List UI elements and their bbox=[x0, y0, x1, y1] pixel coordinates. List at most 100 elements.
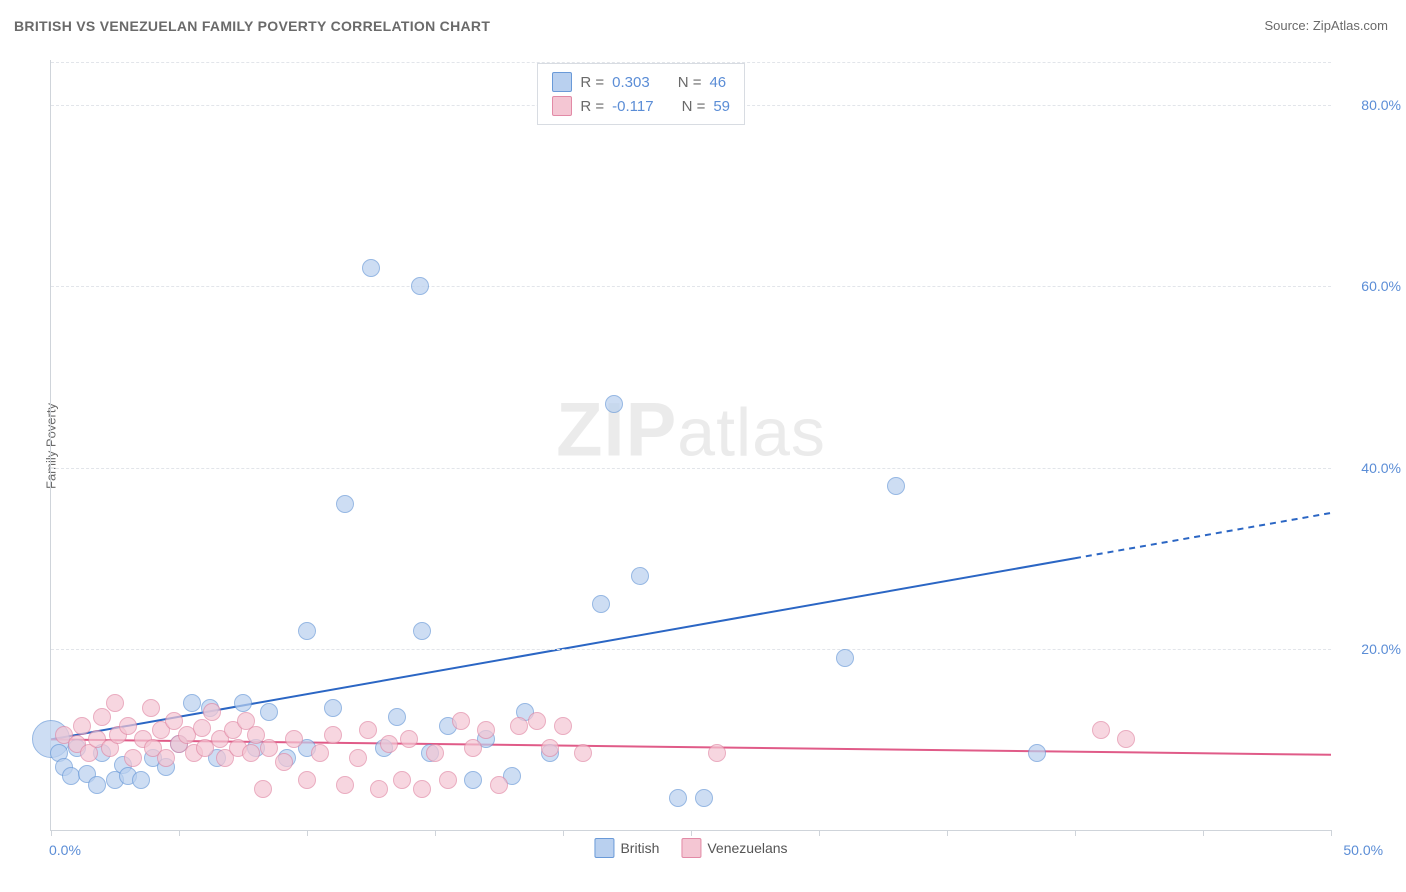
scatter-point bbox=[708, 744, 726, 762]
legend-label: Venezuelans bbox=[707, 840, 787, 856]
scatter-point bbox=[380, 735, 398, 753]
watermark: ZIPatlas bbox=[556, 386, 826, 473]
scatter-point bbox=[388, 708, 406, 726]
y-tick-label: 40.0% bbox=[1361, 460, 1401, 476]
n-value: 59 bbox=[713, 98, 730, 115]
scatter-point bbox=[124, 749, 142, 767]
scatter-point bbox=[106, 694, 124, 712]
x-tick bbox=[51, 830, 52, 836]
scatter-point bbox=[311, 744, 329, 762]
scatter-point bbox=[528, 712, 546, 730]
scatter-point bbox=[477, 721, 495, 739]
gridline bbox=[51, 649, 1331, 650]
scatter-point bbox=[260, 739, 278, 757]
r-value: 0.303 bbox=[612, 74, 650, 91]
y-tick-label: 60.0% bbox=[1361, 278, 1401, 294]
chart-container: BRITISH VS VENEZUELAN FAMILY POVERTY COR… bbox=[0, 0, 1406, 892]
series-legend: British Venezuelans bbox=[594, 838, 787, 858]
n-value: 46 bbox=[709, 74, 726, 91]
scatter-point bbox=[336, 776, 354, 794]
r-label: R = bbox=[580, 74, 604, 91]
watermark-light: atlas bbox=[677, 394, 826, 470]
scatter-point bbox=[362, 259, 380, 277]
legend-swatch bbox=[681, 838, 701, 858]
plot-area: ZIPatlas 20.0%40.0%60.0%80.0%0.0%50.0%R … bbox=[50, 60, 1331, 831]
scatter-point bbox=[695, 789, 713, 807]
scatter-point bbox=[631, 567, 649, 585]
scatter-point bbox=[541, 739, 559, 757]
scatter-point bbox=[464, 771, 482, 789]
x-tick bbox=[1203, 830, 1204, 836]
scatter-point bbox=[574, 744, 592, 762]
x-tick bbox=[179, 830, 180, 836]
n-label: N = bbox=[678, 74, 702, 91]
scatter-point bbox=[359, 721, 377, 739]
n-label: N = bbox=[682, 98, 706, 115]
source-attribution: Source: ZipAtlas.com bbox=[1264, 18, 1388, 33]
scatter-point bbox=[510, 717, 528, 735]
gridline bbox=[51, 468, 1331, 469]
y-tick-label: 80.0% bbox=[1361, 97, 1401, 113]
scatter-point bbox=[298, 771, 316, 789]
legend-swatch bbox=[552, 96, 572, 116]
scatter-point bbox=[142, 699, 160, 717]
x-tick-label: 0.0% bbox=[49, 842, 81, 858]
scatter-point bbox=[887, 477, 905, 495]
scatter-point bbox=[157, 749, 175, 767]
legend-row: R = 0.303 N = 46 bbox=[552, 70, 730, 94]
r-value: -0.117 bbox=[612, 98, 653, 115]
source-name: ZipAtlas.com bbox=[1313, 18, 1388, 33]
r-label: R = bbox=[580, 98, 604, 115]
legend-item: Venezuelans bbox=[681, 838, 787, 858]
x-tick bbox=[435, 830, 436, 836]
scatter-point bbox=[298, 622, 316, 640]
scatter-point bbox=[1028, 744, 1046, 762]
scatter-point bbox=[393, 771, 411, 789]
scatter-point bbox=[349, 749, 367, 767]
x-tick bbox=[563, 830, 564, 836]
legend-item: British bbox=[594, 838, 659, 858]
x-tick-label: 50.0% bbox=[1343, 842, 1383, 858]
scatter-point bbox=[254, 780, 272, 798]
scatter-point bbox=[411, 277, 429, 295]
scatter-point bbox=[400, 730, 418, 748]
scatter-point bbox=[183, 694, 201, 712]
trendline-dashed bbox=[1075, 513, 1331, 558]
x-tick bbox=[819, 830, 820, 836]
scatter-point bbox=[452, 712, 470, 730]
legend-swatch bbox=[594, 838, 614, 858]
scatter-point bbox=[370, 780, 388, 798]
scatter-point bbox=[242, 744, 260, 762]
x-tick bbox=[307, 830, 308, 836]
source-prefix: Source: bbox=[1264, 18, 1312, 33]
scatter-point bbox=[1117, 730, 1135, 748]
scatter-point bbox=[234, 694, 252, 712]
scatter-point bbox=[275, 753, 293, 771]
legend-swatch bbox=[552, 72, 572, 92]
scatter-point bbox=[336, 495, 354, 513]
scatter-point bbox=[464, 739, 482, 757]
scatter-point bbox=[285, 730, 303, 748]
scatter-point bbox=[439, 771, 457, 789]
scatter-point bbox=[93, 708, 111, 726]
y-tick-label: 20.0% bbox=[1361, 641, 1401, 657]
x-tick bbox=[691, 830, 692, 836]
scatter-point bbox=[203, 703, 221, 721]
legend-row: R = -0.117 N = 59 bbox=[552, 94, 730, 118]
scatter-point bbox=[605, 395, 623, 413]
scatter-point bbox=[88, 776, 106, 794]
chart-title: BRITISH VS VENEZUELAN FAMILY POVERTY COR… bbox=[14, 18, 490, 34]
scatter-point bbox=[260, 703, 278, 721]
scatter-point bbox=[324, 726, 342, 744]
x-tick bbox=[1075, 830, 1076, 836]
scatter-point bbox=[1092, 721, 1110, 739]
scatter-point bbox=[119, 717, 137, 735]
scatter-point bbox=[132, 771, 150, 789]
scatter-point bbox=[426, 744, 444, 762]
scatter-point bbox=[193, 719, 211, 737]
scatter-point bbox=[490, 776, 508, 794]
scatter-point bbox=[669, 789, 687, 807]
scatter-point bbox=[836, 649, 854, 667]
gridline bbox=[51, 286, 1331, 287]
x-tick bbox=[1331, 830, 1332, 836]
